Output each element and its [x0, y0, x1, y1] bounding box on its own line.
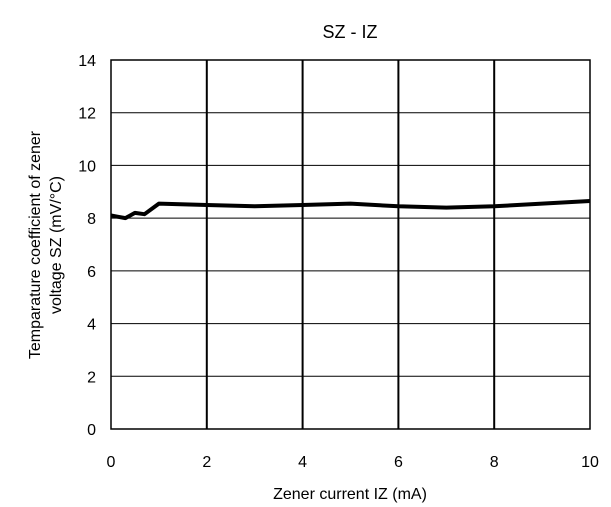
- x-tick-label-4: 8: [490, 454, 499, 471]
- x-tick-labels: 0 2 4 6 8 10: [107, 454, 599, 471]
- y-tick-label-5: 10: [78, 158, 96, 175]
- y-tick-label-4: 8: [87, 211, 96, 228]
- x-tick-label-2: 4: [298, 454, 307, 471]
- chart-title: SZ - IZ: [323, 22, 378, 42]
- plot-frame: [111, 60, 590, 429]
- y-tick-label-3: 6: [87, 264, 96, 281]
- x-tick-label-3: 6: [394, 454, 403, 471]
- y-axis-title-line-2: voltage SZ (mV/°C): [48, 176, 65, 314]
- series-layer: [111, 201, 590, 218]
- x-tick-label-0: 0: [107, 454, 116, 471]
- y-axis-title-line-1: Temparature coefficient of zener: [27, 130, 44, 359]
- y-tick-label-6: 12: [78, 106, 96, 123]
- y-tick-label-2: 4: [87, 317, 96, 334]
- y-tick-label-7: 14: [78, 53, 96, 70]
- series-line-0: [111, 201, 590, 218]
- grid-lines: [111, 60, 590, 429]
- x-tick-label-1: 2: [202, 454, 211, 471]
- y-axis-title: Temparature coefficient of zener voltage…: [27, 130, 65, 359]
- y-tick-labels: 0 2 4 6 8 10 12 14: [78, 53, 96, 439]
- y-tick-label-1: 2: [87, 369, 96, 386]
- x-tick-label-5: 10: [581, 454, 599, 471]
- y-tick-label-0: 0: [87, 422, 96, 439]
- x-axis-title: Zener current IZ (mA): [273, 486, 427, 503]
